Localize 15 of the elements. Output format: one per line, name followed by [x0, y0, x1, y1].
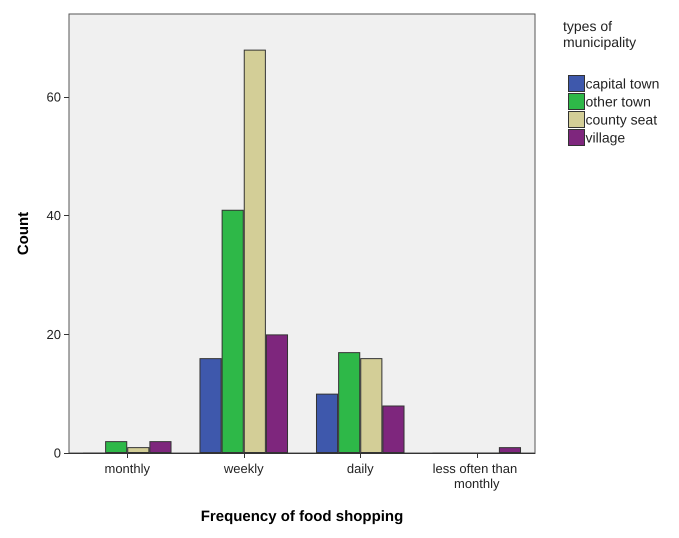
x-tick-label: daily [346, 461, 374, 476]
y-axis-title: Count [15, 212, 32, 256]
y-tick-label: 60 [46, 90, 61, 105]
legend-label: other town [586, 94, 651, 110]
x-tick-label: monthly [104, 461, 151, 476]
legend-label: capital town [586, 76, 660, 92]
legend-label: county seat [586, 112, 658, 128]
x-axis-title: Frequency of food shopping [200, 508, 404, 525]
y-tick-label: 20 [46, 326, 61, 342]
x-tick-label: less often than monthly [432, 461, 521, 491]
legend-label: village [586, 130, 626, 146]
legend-title: types of municipality [563, 18, 636, 50]
y-tick-label: 40 [46, 208, 61, 224]
x-tick-label: weekly [222, 461, 264, 476]
y-tick-label: 0 [54, 446, 61, 460]
